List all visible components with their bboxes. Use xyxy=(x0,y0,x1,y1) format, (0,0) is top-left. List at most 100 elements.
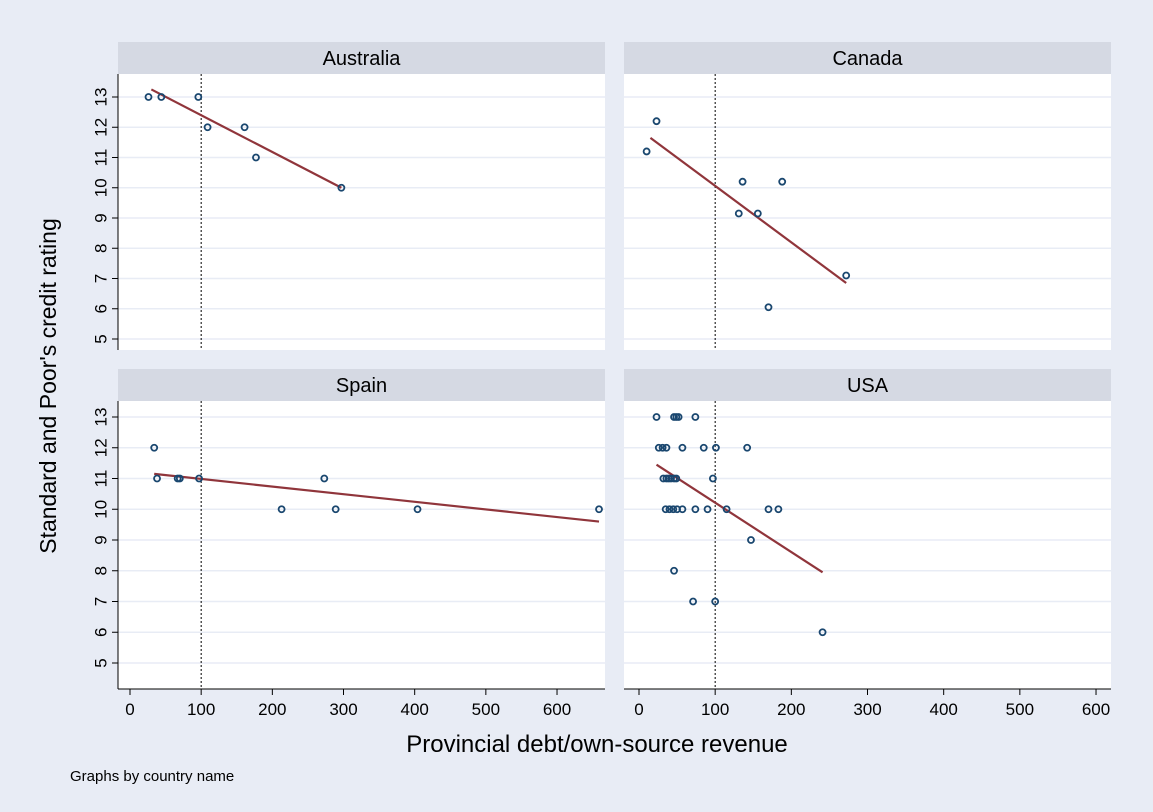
data-point xyxy=(734,209,743,218)
y-tick-label: 11 xyxy=(92,470,111,488)
x-tick-label: 200 xyxy=(777,700,805,719)
data-point xyxy=(689,597,697,606)
fit-line xyxy=(154,472,600,523)
plot-area xyxy=(118,74,605,350)
data-point xyxy=(678,505,687,514)
y-tick-label: 5 xyxy=(92,334,111,343)
data-point xyxy=(753,209,762,218)
panel-title: USA xyxy=(847,375,889,397)
data-point xyxy=(153,474,161,483)
x-tick-label: 400 xyxy=(400,700,428,719)
panel-canada: Canada xyxy=(624,42,1111,350)
data-point xyxy=(277,505,286,514)
y-tick-label: 9 xyxy=(92,535,111,544)
panel-strip xyxy=(624,369,1111,401)
x-tick-label: 200 xyxy=(258,700,286,719)
data-point xyxy=(722,505,731,514)
data-point xyxy=(595,505,603,514)
panel-strip xyxy=(624,42,1111,74)
graphs-by-note: Graphs by country name xyxy=(70,768,234,785)
data-point xyxy=(240,123,249,132)
data-point xyxy=(652,413,661,421)
x-tick-label: 0 xyxy=(634,700,643,719)
plot-area xyxy=(624,401,1111,689)
y-tick-label: 12 xyxy=(92,118,111,137)
fit-line xyxy=(655,463,824,574)
panel-title: Australia xyxy=(323,48,402,70)
y-tick-label: 10 xyxy=(92,178,111,197)
panel-spain: Spain 5 6 7 8 9 10 11 12 13 0 100 200 300 400 500 600 xyxy=(92,369,605,719)
panel-usa: USA 0 100 200 300 400 500 600 xyxy=(624,369,1111,719)
data-point xyxy=(818,628,827,637)
data-point xyxy=(712,443,720,452)
y-tick-label: 10 xyxy=(92,500,111,519)
x-axis-title: Provincial debt/own-source revenue xyxy=(406,731,788,758)
y-tick-label: 7 xyxy=(92,274,111,283)
data-point xyxy=(413,505,422,514)
y-tick-label: 13 xyxy=(92,408,111,427)
plot-area xyxy=(624,74,1111,350)
data-point xyxy=(144,93,153,101)
x-tick-label: 600 xyxy=(1082,700,1110,719)
fit-line xyxy=(150,88,342,189)
data-point xyxy=(699,443,708,452)
data-point xyxy=(711,597,720,606)
y-tick-label: 13 xyxy=(92,88,111,107)
panels-layer: Australia 5 6 7 8 9 10 11 12 13 Canada Spain 5 6 7 8 9 10… xyxy=(92,42,1111,719)
data-point xyxy=(669,505,678,514)
panel-strip xyxy=(118,369,605,401)
data-point xyxy=(654,443,663,452)
data-point xyxy=(252,153,260,162)
y-tick-label: 5 xyxy=(92,658,111,667)
y-tick-label: 11 xyxy=(92,149,111,167)
data-point xyxy=(774,505,783,514)
y-tick-label: 8 xyxy=(92,566,111,575)
data-point xyxy=(764,505,773,514)
y-tick-label: 12 xyxy=(92,438,111,457)
y-axis-title: Standard and Poor's credit rating xyxy=(35,218,61,554)
x-tick-label: 100 xyxy=(187,700,215,719)
x-tick-label: 300 xyxy=(329,700,357,719)
x-tick-label: 500 xyxy=(472,700,500,719)
data-point xyxy=(691,413,700,421)
data-point xyxy=(678,443,687,452)
data-point xyxy=(195,474,203,483)
data-point xyxy=(157,93,166,101)
y-tick-label: 6 xyxy=(92,628,111,637)
x-tick-label: 400 xyxy=(929,700,957,719)
panel-australia: Australia 5 6 7 8 9 10 11 12 13 xyxy=(92,42,605,350)
data-point xyxy=(665,505,674,514)
data-point xyxy=(658,443,667,452)
data-point xyxy=(652,117,661,126)
data-point xyxy=(747,536,755,544)
data-point xyxy=(674,413,683,421)
data-point xyxy=(331,505,340,514)
x-tick-label: 600 xyxy=(543,700,571,719)
data-point xyxy=(743,443,752,452)
y-tick-label: 8 xyxy=(92,244,111,253)
data-point xyxy=(842,271,851,280)
data-point xyxy=(661,505,670,514)
data-point xyxy=(203,123,212,132)
data-point xyxy=(703,505,712,514)
x-tick-label: 300 xyxy=(853,700,881,719)
data-point xyxy=(691,505,700,514)
data-point xyxy=(670,566,678,575)
y-tick-label: 6 xyxy=(92,304,111,313)
data-point xyxy=(337,183,346,192)
x-tick-label: 500 xyxy=(1006,700,1034,719)
x-tick-label: 100 xyxy=(701,700,729,719)
x-tick-label: 0 xyxy=(125,700,134,719)
data-point xyxy=(662,443,671,452)
fit-line xyxy=(649,136,847,284)
panel-title: Canada xyxy=(832,48,903,70)
plot-area xyxy=(118,401,605,689)
data-point xyxy=(175,474,184,483)
data-point xyxy=(778,177,787,186)
data-point xyxy=(642,147,651,156)
y-tick-label: 7 xyxy=(92,597,111,606)
data-point xyxy=(150,443,159,452)
panel-strip xyxy=(118,42,605,74)
